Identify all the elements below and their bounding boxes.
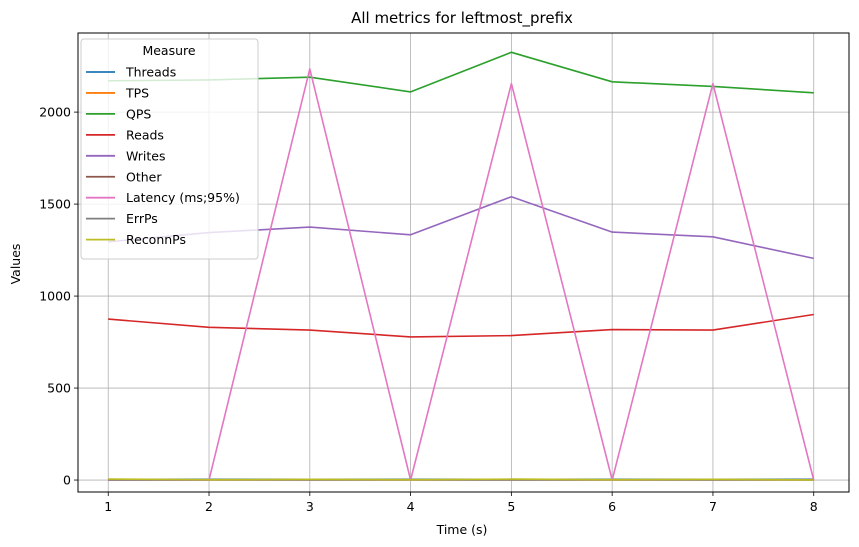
x-tick-label: 8 [810,499,818,514]
series-lines [108,51,815,481]
x-tick-label: 4 [407,499,415,514]
y-tick-label: 2000 [39,105,71,120]
x-tick-label: 3 [306,499,314,514]
plot-frame [77,32,850,493]
legend-box [80,38,259,260]
x-tick-label: 5 [507,499,515,514]
y-tick-label: 1000 [39,289,71,304]
legend-entry-label: Threads [125,65,176,80]
legend-entry-label: ErrPs [126,211,158,226]
x-tick-label: 1 [104,499,112,514]
series-line-reads [108,313,814,338]
legend-entry-label: QPS [126,106,151,121]
legend-entry-label: Reads [126,127,164,142]
legend-entry-label: TPS [125,85,149,100]
legend-entry-label: Latency (ms;95%) [126,190,240,205]
x-tick-label: 2 [205,499,213,514]
y-tick-label: 500 [47,381,71,396]
series-line-latency-ms-95 [108,68,815,481]
legend-title: Measure [142,43,195,58]
legend-entry-label: Writes [126,148,166,163]
legend-entry-label: ReconnPs [126,232,186,247]
y-axis-label: Values [8,244,23,285]
x-axis-label: Time (s) [436,522,488,537]
legend: Measure Threads TPS QPS Reads Writes Other Lat… [80,38,259,260]
y-tick-label: 1500 [39,197,71,212]
y-tick-label: 0 [63,473,71,488]
x-axis-ticks: 1 2 3 4 5 6 7 8 [104,492,818,514]
x-tick-label: 6 [608,499,616,514]
y-axis-ticks: 0 500 1000 1500 2000 [39,105,78,488]
x-tick-label: 7 [709,499,717,514]
chart-title: All metrics for leftmost_prefix [351,9,573,28]
legend-entry-label: Other [126,169,162,184]
series-line-reconnps [108,478,814,481]
